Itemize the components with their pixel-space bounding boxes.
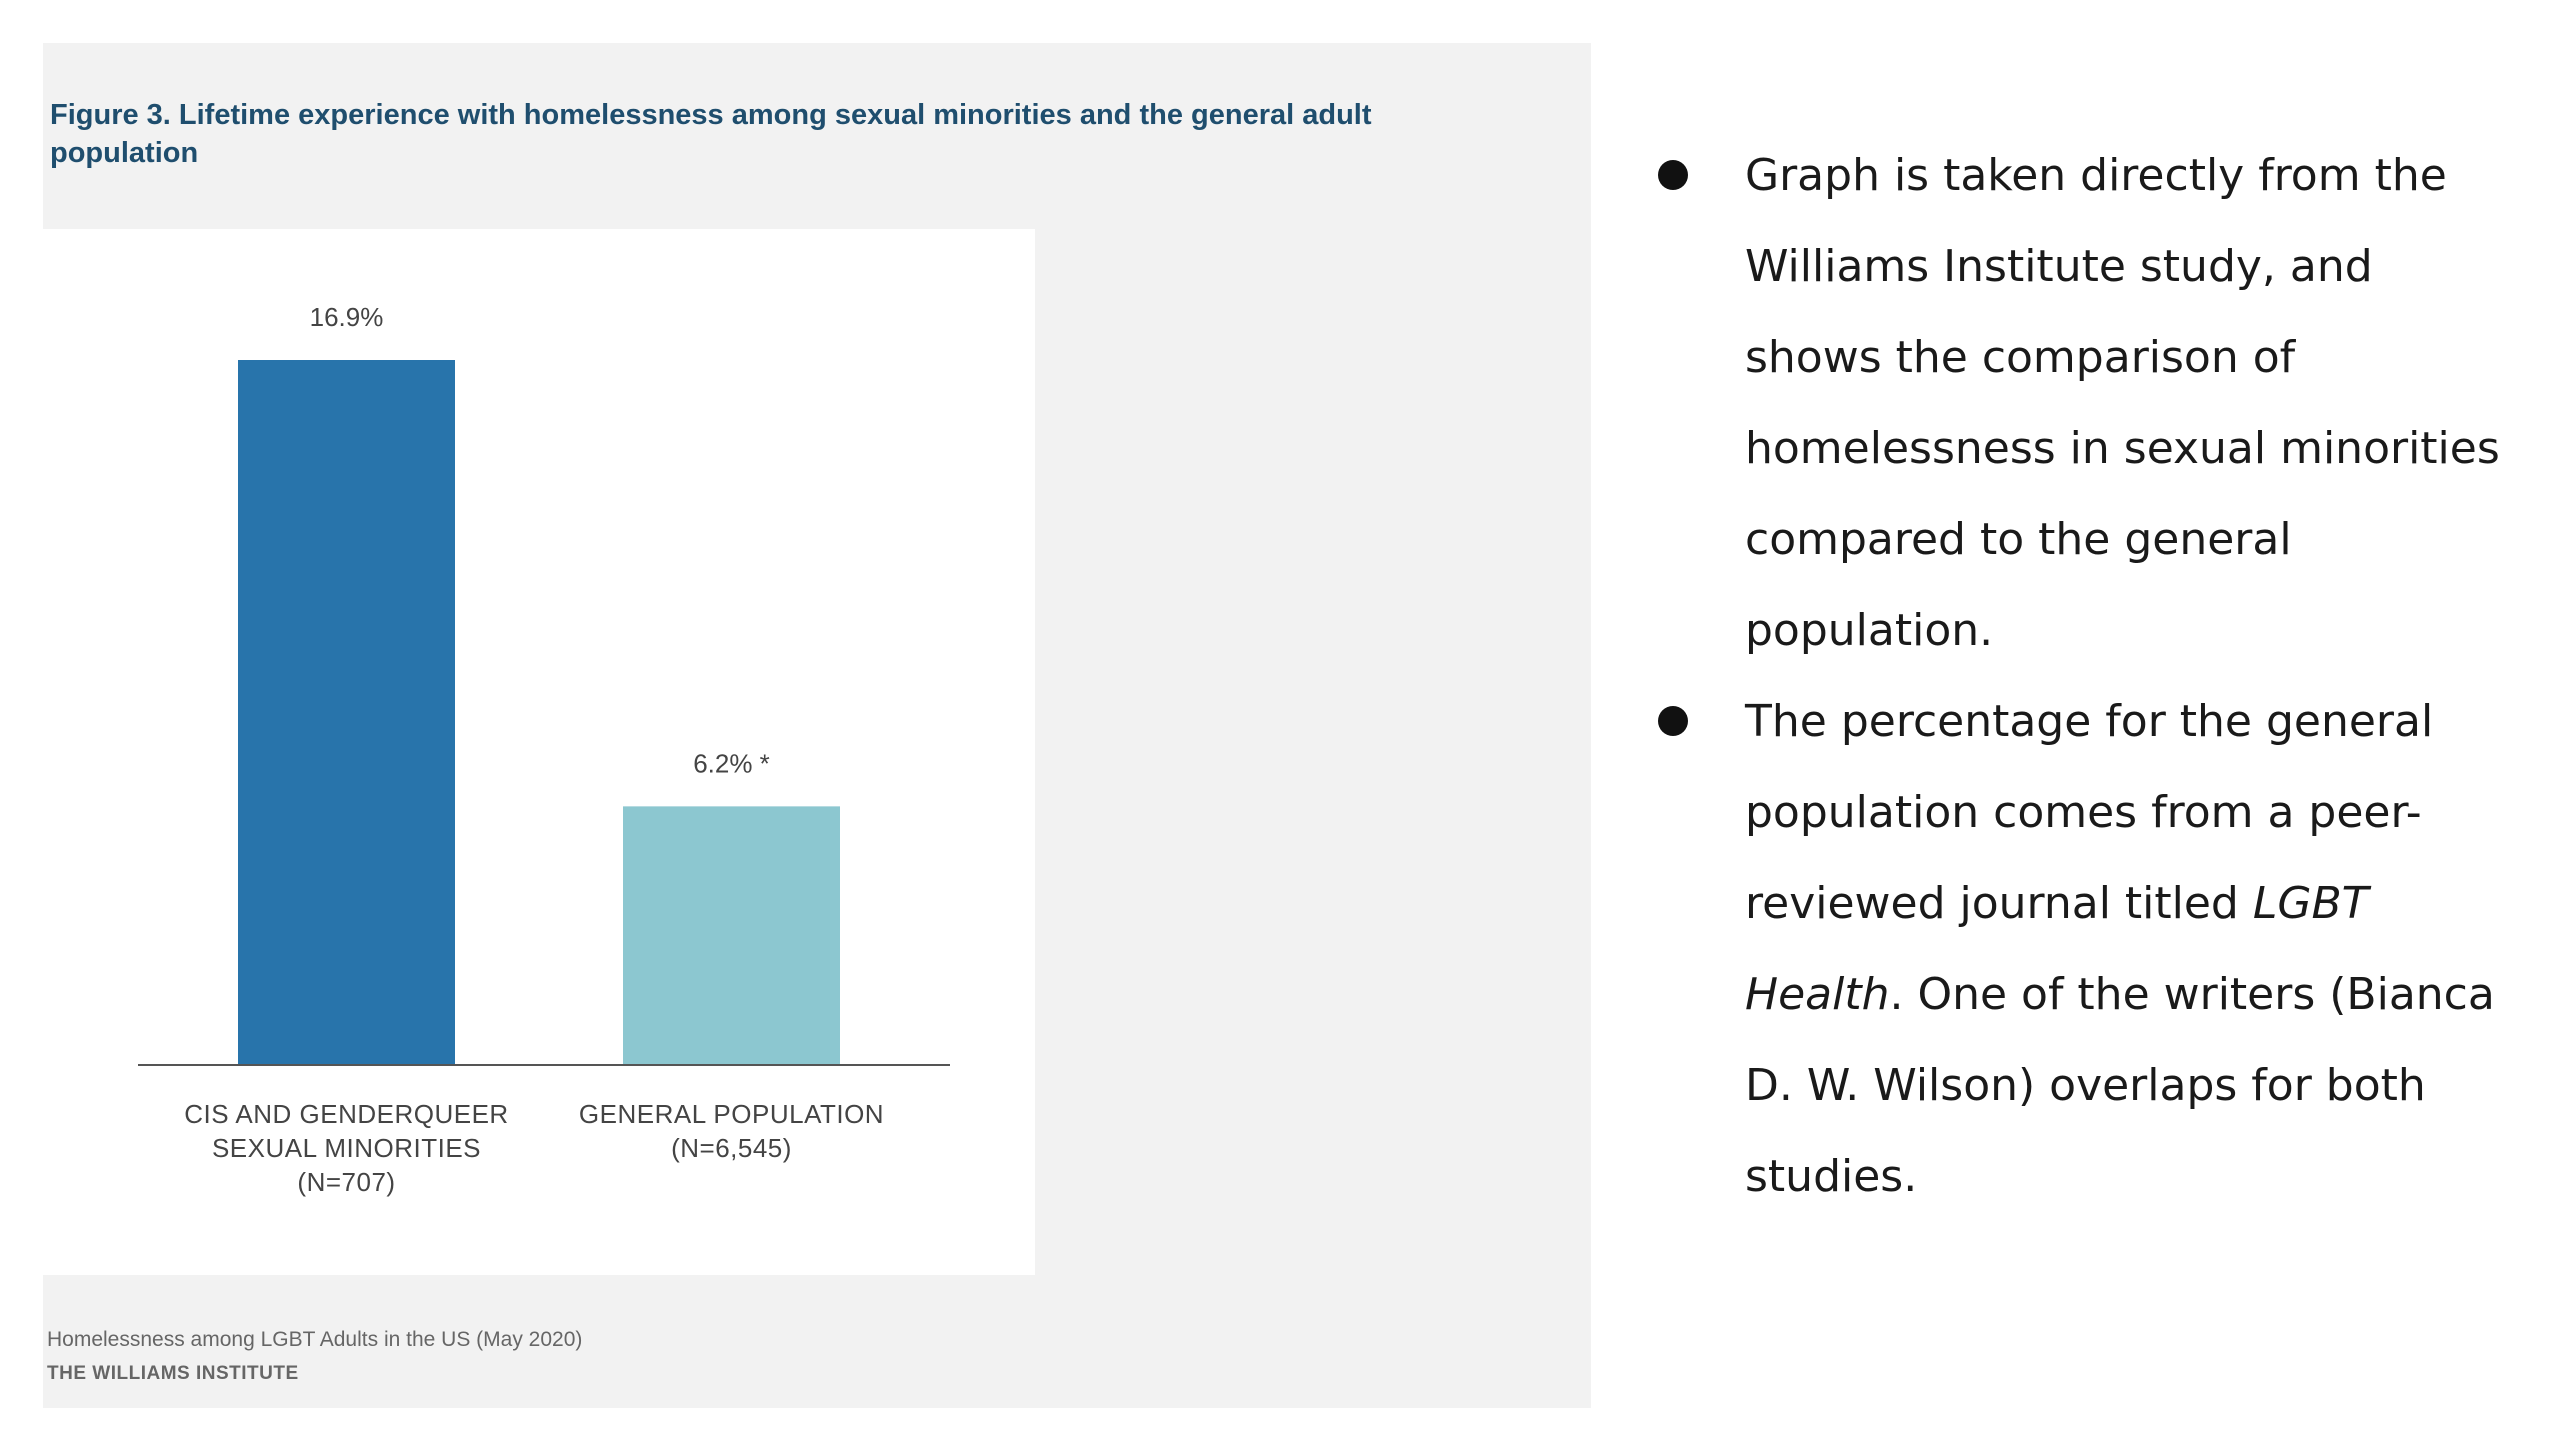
bullet-icon <box>1658 706 1688 736</box>
source-citation: Homelessness among LGBT Adults in the US… <box>47 1328 583 1351</box>
figure-title: Figure 3. Lifetime experience with homel… <box>50 99 1372 169</box>
note-item: Graph is taken directly from the William… <box>1640 130 2520 676</box>
bar-1 <box>238 360 455 1065</box>
notes-list: Graph is taken directly from the William… <box>1640 130 2520 1222</box>
bar-value-label: 6.2% * <box>693 748 770 778</box>
category-label: (N=707) <box>297 1167 395 1197</box>
category-label: GENERAL POPULATION <box>579 1099 884 1129</box>
category-label: (N=6,545) <box>671 1133 792 1163</box>
note-text-part: The percentage for the general populatio… <box>1745 696 2434 929</box>
bar-value-label: 16.9% <box>310 302 384 332</box>
note-text-part: . One of the writers (Bianca D. W. Wilso… <box>1745 969 2495 1202</box>
note-text: Graph is taken directly from the William… <box>1745 150 2500 656</box>
source-organization: THE WILLIAMS INSTITUTE <box>47 1363 299 1384</box>
note-item: The percentage for the general populatio… <box>1640 676 2520 1222</box>
bullet-icon <box>1658 160 1688 190</box>
note-text-part: Graph is taken directly from the William… <box>1745 150 2500 656</box>
category-label: SEXUAL MINORITIES <box>212 1133 481 1163</box>
category-label: CIS AND GENDERQUEER <box>184 1099 508 1129</box>
note-text-italic: LGBT Health <box>1745 878 2369 1020</box>
chart-area: 16.9% CIS AND GENDERQUEER SEXUAL MINORITIE… <box>43 229 1035 1275</box>
note-text: The percentage for the general populatio… <box>1745 696 2495 1202</box>
bar-chart: 16.9% CIS AND GENDERQUEER SEXUAL MINORITIE… <box>138 302 950 1197</box>
figure-panel: Figure 3. Lifetime experience with homel… <box>43 43 1591 1408</box>
bar-2 <box>623 806 840 1065</box>
